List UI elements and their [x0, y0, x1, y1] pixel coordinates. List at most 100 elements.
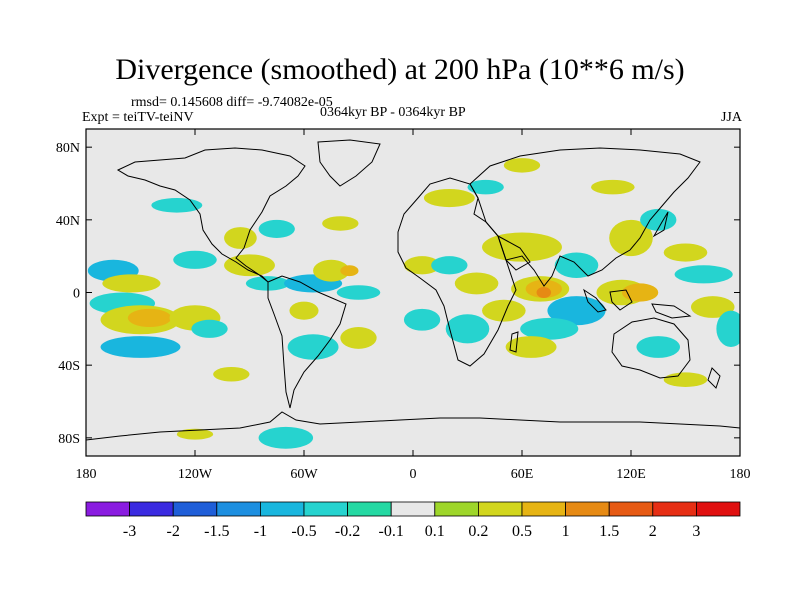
colorbar-label-0: -3	[123, 523, 136, 540]
season-label: JJA	[720, 110, 742, 125]
divergence-blob-44	[690, 296, 735, 318]
coast-arabia	[497, 234, 531, 271]
divergence-blob-32	[536, 287, 552, 298]
coast-new-zealand	[707, 367, 721, 389]
coast-japan	[652, 211, 669, 238]
divergence-blob-26	[503, 158, 541, 173]
divergence-blob-52	[663, 372, 708, 387]
colorbar-label-12: 2	[649, 523, 657, 540]
divergence-blob-15	[340, 265, 359, 277]
divergence-blob-42	[663, 243, 708, 262]
colorbar-swatch-1	[129, 501, 174, 517]
coast-north-america	[116, 147, 306, 283]
coast-asia	[469, 147, 701, 287]
x-tick-label-5: 120E	[616, 467, 646, 482]
divergence-blob-39	[621, 283, 659, 302]
divergence-blob-25	[467, 179, 504, 195]
experiment-label: Expt = teiTV-teiNV	[82, 110, 194, 125]
colorbar-label-13: 3	[692, 523, 700, 540]
colorbar-swatch-3	[216, 501, 261, 517]
coast-antarctica	[86, 411, 740, 441]
divergence-blob-28	[445, 314, 490, 344]
colorbar-swatch-11	[565, 501, 610, 517]
divergence-blob-40	[609, 219, 653, 257]
divergence-blob-49	[258, 426, 314, 449]
divergence-blob-27	[454, 272, 499, 295]
coast-south-america	[267, 275, 347, 409]
divergence-blob-51	[213, 366, 250, 382]
coast-sumatra	[583, 288, 607, 313]
period-label: 0364kyr BP - 0364kyr BP	[320, 105, 466, 120]
x-tick-label-6: 180	[730, 467, 751, 482]
divergence-blob-9	[224, 227, 257, 249]
divergence-blob-19	[340, 327, 377, 349]
colorbar-label-5: -0.2	[335, 523, 360, 540]
divergence-blob-48	[151, 198, 203, 213]
colorbar-label-2: -1.5	[204, 523, 229, 540]
divergence-blob-21	[403, 256, 441, 275]
x-tick-label-1: 120W	[178, 467, 213, 482]
divergence-blob-45	[636, 336, 681, 358]
divergence-blob-46	[716, 310, 740, 347]
divergence-blob-43	[674, 265, 733, 284]
coast-new-guinea	[651, 303, 692, 319]
divergence-blob-37	[505, 336, 557, 358]
divergence-blob-22	[431, 256, 468, 275]
x-tick-label-0: 180	[76, 467, 97, 482]
colorbar-swatch-6	[347, 501, 392, 517]
coast-australia	[611, 317, 691, 379]
colorbar-swatch-10	[521, 501, 566, 517]
colorbar-label-10: 1	[562, 523, 570, 540]
divergence-field	[87, 158, 740, 449]
coastlines	[86, 139, 740, 441]
coast-madagascar	[509, 331, 519, 353]
y-tick-label-2: 0	[73, 287, 80, 302]
colorbar-label-1: -2	[167, 523, 180, 540]
colorbar-swatch-4	[259, 501, 305, 517]
divergence-blob-23	[403, 308, 441, 331]
divergence-blob-17	[289, 301, 319, 320]
divergence-blob-8	[173, 250, 217, 269]
colorbar-swatch-9	[477, 501, 523, 517]
colorbar: -3 -2 -1.5 -1 -0.5 -0.2 -0.1 0.1 0.2 0.5 1 1.5 2 3	[85, 501, 741, 540]
colorbar-label-7: 0.1	[425, 523, 445, 540]
colorbar-swatch-7	[390, 501, 436, 517]
divergence-blob-1	[102, 274, 161, 293]
divergence-blob-11	[224, 254, 275, 277]
colorbar-swatch-2	[172, 501, 218, 517]
divergence-blob-47	[591, 179, 635, 195]
divergence-blob-7	[191, 319, 228, 338]
divergence-blob-24	[423, 188, 475, 208]
colorbar-swatch-8	[434, 501, 479, 517]
divergence-blob-16	[336, 285, 381, 300]
colorbar-label-4: -0.5	[291, 523, 316, 540]
x-tick-label-2: 60W	[290, 467, 318, 482]
colorbar-label-6: -0.1	[379, 523, 404, 540]
divergence-blob-36	[520, 317, 579, 340]
coast-greenland	[317, 139, 381, 187]
y-tick-label-1: 40N	[56, 214, 80, 229]
colorbar-label-8: 0.2	[468, 523, 488, 540]
colorbar-label-9: 0.5	[512, 523, 532, 540]
y-tick-label-3: 40S	[58, 359, 80, 374]
divergence-blob-33	[482, 232, 562, 262]
divergence-blob-4	[127, 308, 172, 328]
divergence-blob-20	[322, 216, 359, 231]
colorbar-swatch-13	[652, 501, 697, 517]
axes: 180 120W 60W 0 60E 120E 180 80N 40N 0 40S 80S	[56, 129, 751, 482]
colorbar-label-3: -1	[254, 523, 267, 540]
colorbar-swatch-0	[85, 501, 130, 517]
divergence-blob-10	[258, 219, 295, 239]
chart-title: Divergence (smoothed) at 200 hPa (10**6 …	[115, 53, 685, 86]
coast-europe-africa	[397, 177, 517, 367]
divergence-blob-35	[547, 296, 606, 326]
colorbar-swatch-14	[696, 501, 741, 517]
colorbar-label-11: 1.5	[599, 523, 619, 540]
divergence-blob-29	[482, 299, 526, 322]
y-tick-label-4: 80S	[58, 432, 80, 447]
divergence-blob-50	[176, 428, 214, 440]
y-tick-label-0: 80N	[56, 141, 80, 156]
divergence-blob-5	[100, 336, 181, 358]
coast-borneo	[609, 289, 633, 311]
